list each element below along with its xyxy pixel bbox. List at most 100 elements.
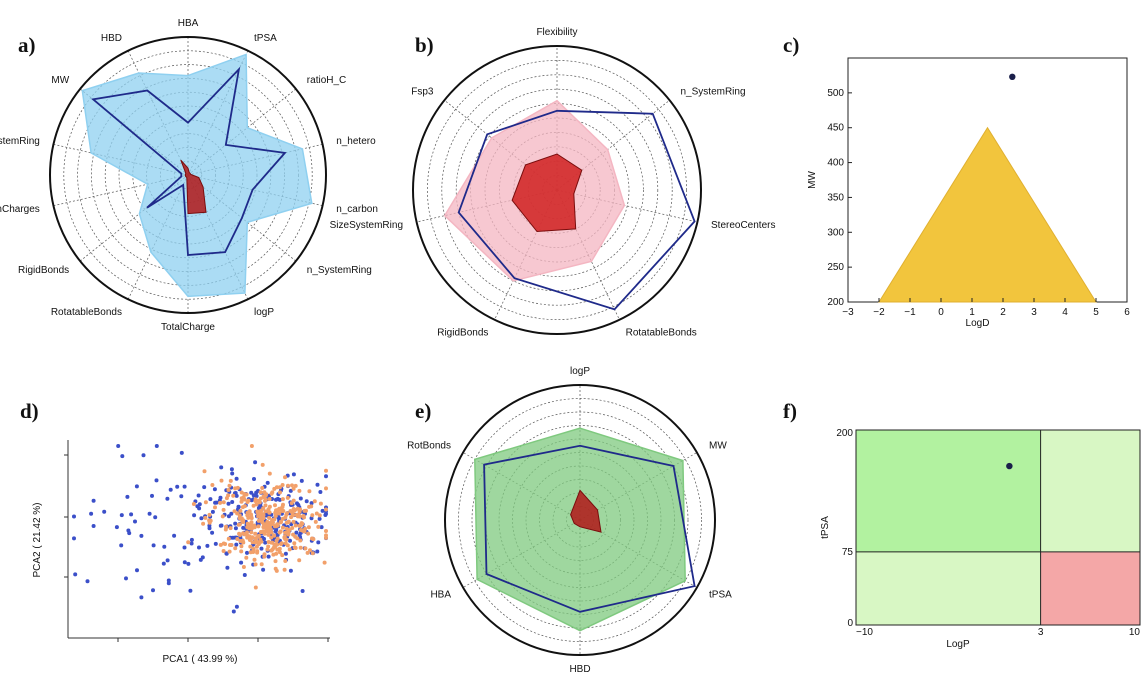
y-tick-label: 400 (827, 158, 844, 169)
scatter-point-reference (274, 497, 278, 502)
y-tick-label: 0 (847, 618, 853, 629)
scatter-point-reference (154, 478, 159, 483)
scatter-point-dataset (278, 490, 282, 495)
scatter-point-dataset (240, 538, 245, 543)
scatter-point-dataset (267, 471, 272, 476)
panel-label-f: f) (783, 399, 797, 423)
scatter-point-dataset (231, 493, 236, 498)
scatter-point-dataset (280, 497, 285, 502)
scatter-point-dataset (274, 568, 279, 573)
scatter-point-dataset (290, 483, 294, 488)
scatter-point-dataset (227, 549, 232, 554)
scatter-point-dataset (259, 539, 264, 544)
scatter-point-reference (91, 524, 96, 528)
scatter-point-reference (225, 565, 230, 570)
scatter-point-reference (133, 519, 137, 524)
scatter-point-dataset (272, 517, 277, 522)
scatter-point-dataset (261, 506, 266, 511)
scatter-point-reference (150, 493, 154, 498)
scatter-point-dataset (291, 486, 296, 491)
scatter-point-dataset (305, 550, 310, 555)
scatter-point-reference (119, 543, 124, 548)
scatter-point-dataset (268, 530, 273, 535)
x-tick-label: 0 (938, 307, 944, 318)
axis-label-mw: MW (709, 441, 727, 452)
scatter-point-dataset (324, 486, 328, 491)
x-tick-label: 6 (1124, 307, 1130, 318)
scatter-point-dataset (264, 527, 269, 532)
scatter-point-dataset (303, 546, 308, 551)
scatter-point-dataset (249, 516, 254, 521)
axis-label-mw: MW (51, 75, 69, 86)
axis-label-logp: logP (254, 307, 274, 318)
axis-label-n-systemring: n_SystemRing (681, 87, 746, 98)
scatter-point-dataset (239, 549, 244, 554)
radar-outer-circle (412, 45, 702, 335)
scatter-point-reference (224, 551, 229, 556)
scatter-point-reference (161, 561, 166, 566)
scatter-point-reference (297, 533, 302, 538)
scatter-point-reference (210, 509, 215, 514)
scatter-point-dataset (318, 501, 323, 506)
scatter-point-reference (233, 521, 238, 526)
scatter-point-dataset (246, 498, 251, 503)
scatter-point-dataset (228, 543, 232, 547)
scatter-point-dataset (250, 535, 255, 540)
axis-label-rigidbonds: RigidBonds (437, 327, 488, 338)
axis-label-flexibility: Flexibility (536, 27, 577, 38)
scatter-point-reference (166, 581, 171, 586)
panel-label-d: d) (20, 399, 39, 423)
grid-ring (427, 60, 687, 320)
x-tick-label: −3 (842, 307, 854, 318)
scatter-point-reference (283, 551, 288, 556)
scatter-point-reference (230, 500, 235, 504)
scatter-point-dataset (239, 544, 244, 549)
scatter-point-dataset (283, 475, 287, 480)
scatter-point-reference (91, 498, 96, 503)
scatter-point-reference (147, 511, 152, 516)
panel-label-a: a) (18, 33, 36, 57)
scatter-point-dataset (220, 514, 225, 519)
scatter-point-dataset (306, 531, 311, 536)
scatter-point-reference (73, 572, 78, 577)
scatter-point-reference (192, 513, 197, 518)
scatter-point-reference (320, 508, 325, 513)
scatter-point-dataset (251, 546, 256, 551)
scatter-point-reference (162, 544, 167, 549)
scatter-point-reference (195, 504, 200, 509)
scatter-point-dataset (308, 548, 312, 553)
grid-ring (470, 103, 644, 277)
scatter-point-dataset (256, 534, 260, 539)
scatter-point-dataset (266, 508, 271, 513)
scatter-point-dataset (244, 492, 249, 497)
grid-spoke (79, 174, 189, 262)
axis-label-rotatablebonds: RotatableBonds (51, 307, 122, 318)
scatter-point-reference (172, 533, 177, 538)
axis-label-totalcharge: TotalCharge (161, 322, 215, 333)
scatter-point-reference (154, 444, 159, 448)
x-axis-label: PCA1 ( 43.99 %) (162, 654, 237, 665)
scatter-point-dataset (218, 542, 223, 547)
scatter-point-dataset (221, 500, 226, 505)
zone-top-left (856, 430, 1041, 552)
scatter-point-reference (239, 560, 244, 565)
axis-label-hbd: HBD (101, 33, 122, 44)
y-tick-label: 250 (827, 262, 844, 273)
scatter-point-reference (234, 542, 239, 547)
axis-label-numcharges: NumCharges (0, 204, 40, 215)
scatter-point-reference (139, 533, 144, 538)
zone-top-right (1040, 430, 1140, 552)
scatter-point-dataset (277, 511, 282, 516)
x-tick-label: −1 (904, 307, 916, 318)
scatter-point-reference (179, 494, 184, 499)
scatter-point-reference (126, 528, 131, 533)
scatter-point-reference (214, 500, 219, 505)
scatter-point-reference (134, 484, 139, 489)
scatter-point-reference (241, 525, 246, 530)
scatter-point-dataset (239, 496, 244, 501)
scatter-point-reference (259, 546, 264, 551)
scatter-point-reference (198, 557, 203, 562)
y-axis-label: PCA2 ( 21.42 %) (32, 502, 43, 577)
scatter-point-reference (196, 493, 201, 498)
scatter-point-dataset (288, 509, 293, 513)
